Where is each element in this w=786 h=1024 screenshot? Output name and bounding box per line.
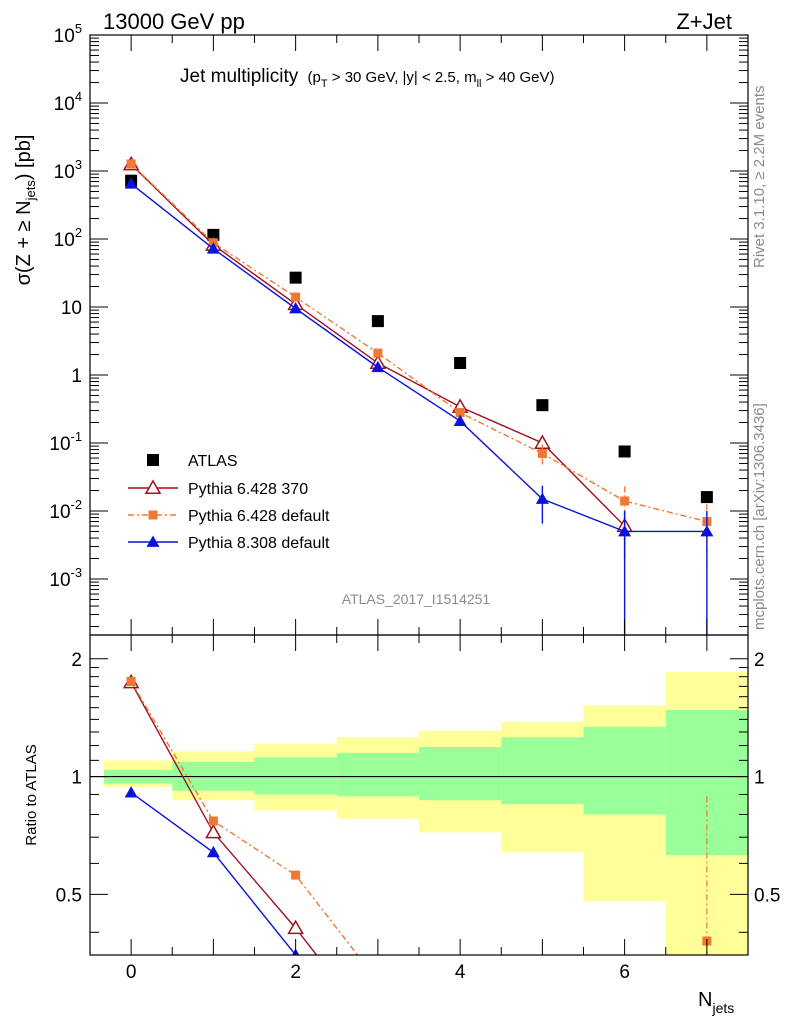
x-tick-label: 0 (126, 962, 137, 983)
ratio-band-inner (665, 709, 748, 856)
point-atlas (700, 491, 713, 504)
point-atlas (207, 228, 220, 241)
header-left: 13000 GeV pp (103, 9, 245, 34)
series-line-pythia-8-308-default (130, 183, 707, 533)
point-pythia-8-308-default (124, 177, 138, 189)
point-atlas (618, 445, 631, 458)
plot-title-main: Jet multiplicity (180, 66, 299, 87)
main-panel: 10-3 10-2 10-1 1 10 102 103 104 105 (49, 21, 749, 636)
point-pythia-8-308-default (700, 524, 714, 537)
x-tick-label: 4 (455, 962, 466, 983)
ratio-point-pythia-6-428-default (208, 816, 218, 826)
legend-label-pythia-6-428-370: Pythia 6.428 370 (188, 481, 308, 498)
point-pythia-6-428-default (455, 408, 465, 418)
ratio-y-tick-label: 2 (71, 650, 82, 671)
point-pythia-6-428-default (537, 449, 547, 459)
legend-label-atlas: ATLAS (188, 453, 238, 470)
point-pythia-8-308-default (371, 360, 385, 373)
ratio-band-inner (583, 726, 666, 815)
ratio-y-tick-label: 1 (71, 768, 82, 789)
ratio-band-inner (336, 752, 419, 797)
y-tick-label: 1 (71, 366, 82, 387)
y-tick-label: 10-3 (49, 565, 82, 591)
y-axis-label: σ(Z + ≥ Njets) [pb] (13, 135, 38, 286)
ratio-point-pythia-6-428-default (291, 870, 301, 880)
y-tick-label: 102 (54, 225, 82, 251)
y-tick-label: 103 (54, 157, 82, 183)
ratio-point-pythia-6-428-370 (287, 919, 304, 935)
ratio-point-pythia-6-428-default (373, 977, 382, 986)
analysis-id: ATLAS_2017_I1514251 (342, 591, 491, 607)
ratio-band-inner (254, 757, 337, 795)
header-right: Z+Jet (676, 9, 732, 34)
x-tick-label: 6 (619, 962, 630, 983)
point-pythia-6-428-default (291, 292, 301, 302)
x-axis-label: Njets (698, 989, 734, 1016)
legend-label-pythia-6-428-default: Pythia 6.428 default (188, 508, 330, 525)
x-tick-label: 2 (290, 962, 301, 983)
ratio-point-pythia-8-308-default (124, 786, 138, 798)
ratio-band-inner (419, 747, 502, 801)
ratio-frame (89, 634, 749, 956)
ratio-y-tick-label-right: 1 (754, 768, 765, 789)
side-text-bottom: mcplots.cern.ch [arXiv:1306.3436] (751, 403, 768, 630)
point-pythia-8-308-default (453, 414, 467, 426)
point-pythia-6-428-default (620, 496, 630, 506)
point-atlas (454, 357, 467, 370)
point-atlas (536, 399, 549, 412)
y-tick-label: 10-2 (49, 497, 82, 523)
legend-marker-pythia-6-428-370 (144, 479, 162, 494)
plot-title: Jet multiplicity (pT > 30 GeV, |y| < 2.5… (180, 66, 554, 90)
legend: ATLAS Pythia 6.428 370 Pythia 6.428 defaul… (128, 453, 330, 552)
point-atlas (289, 271, 302, 284)
y-tick-label: 10-1 (49, 429, 82, 455)
ratio-y-tick-label: 0.5 (56, 885, 82, 906)
ratio-line-pythia-6-428-370 (130, 682, 318, 955)
ratio-panel: 0 2 4 6 0.5 0.5 1 1 2 2 (56, 634, 780, 986)
point-pythia-6-428-default (126, 159, 136, 169)
legend-marker-pythia-6-428-default (148, 510, 158, 520)
point-pythia-8-308-default (289, 302, 303, 314)
ratio-y-axis-label: Ratio to ATLAS (23, 744, 40, 845)
ratio-point-pythia-8-308-default (206, 845, 220, 858)
legend-marker-pythia-8-308-default (146, 535, 160, 547)
side-text-top: Rivet 3.1.10, ≥ 2.2M events (751, 86, 768, 269)
series-line-pythia-6-428-default (130, 163, 708, 523)
y-tick-label: 104 (54, 89, 82, 115)
plot-title-cuts: (pT > 30 GeV, |y| < 2.5, mll > 40 GeV) (308, 69, 555, 90)
y-tick-label: 105 (54, 21, 82, 47)
series-line-pythia-6-428-370 (130, 163, 626, 527)
ratio-y-tick-label-right: 0.5 (754, 885, 780, 906)
ratio-band-inner (501, 737, 584, 805)
y-tick-label: 10 (61, 298, 82, 319)
ratio-point-pythia-6-428-370 (205, 823, 222, 839)
point-pythia-8-308-default (535, 492, 549, 504)
ratio-point-pythia-6-428-default (126, 676, 136, 686)
legend-marker-atlas (147, 454, 159, 466)
ratio-y-tick-label-right: 2 (754, 650, 765, 671)
ratio-line-pythia-6-428-default (130, 681, 359, 955)
legend-label-pythia-8-308-default: Pythia 8.308 default (188, 535, 330, 552)
point-pythia-8-308-default (618, 524, 632, 537)
point-pythia-6-428-default (373, 348, 383, 358)
point-pythia-8-308-default (206, 242, 220, 254)
point-atlas (371, 315, 384, 328)
